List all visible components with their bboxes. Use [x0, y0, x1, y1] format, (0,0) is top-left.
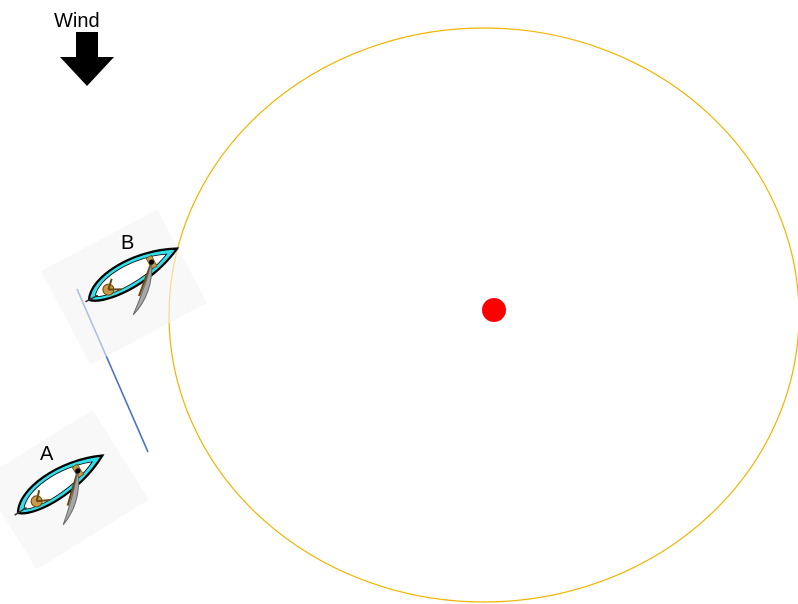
- boat-b: B: [40, 209, 208, 365]
- wind-label: Wind: [54, 10, 100, 32]
- boat-a-label: A: [40, 443, 54, 465]
- boat-a: A: [0, 409, 149, 570]
- arrow-down-icon: [60, 32, 114, 86]
- wind-indicator: Wind: [54, 10, 114, 86]
- mark: [482, 298, 506, 322]
- boat-b-label: B: [121, 232, 134, 254]
